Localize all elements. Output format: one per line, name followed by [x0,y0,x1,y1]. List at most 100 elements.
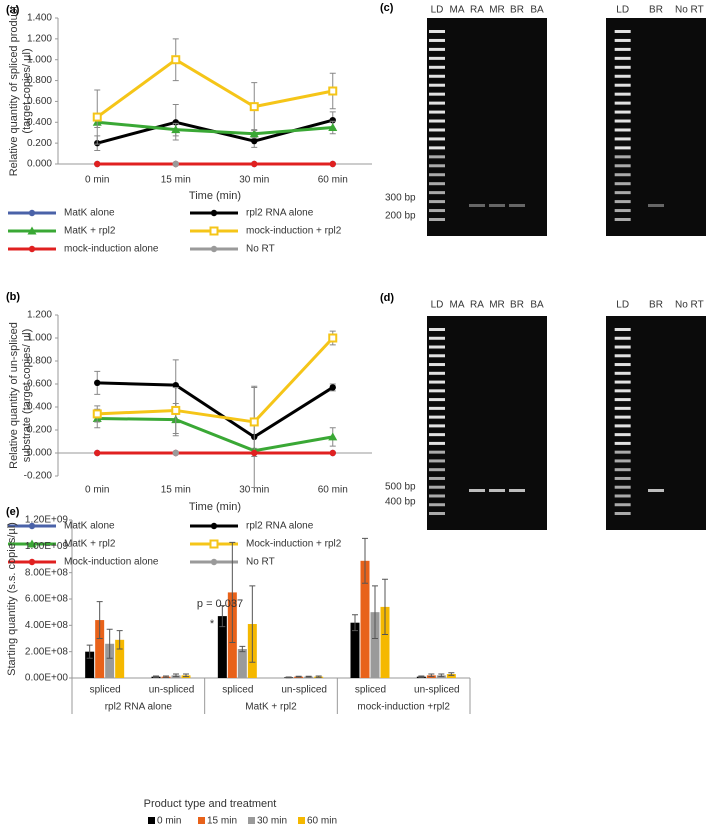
y-axis-label-line: (target copies/ µl) [21,48,33,133]
y-tick-label: 0.800 [27,356,52,367]
ladder-band [429,389,445,393]
ladder-band [429,415,445,419]
legend-swatch [248,817,255,824]
ladder-band [614,191,631,195]
ladder-band [429,191,445,195]
error-bar [428,673,435,678]
ladder-band [429,424,445,428]
ladder-band [429,65,445,69]
legend-label: 60 min [307,816,337,827]
legend-marker [28,245,36,253]
y-axis-label-line: Relative quantity of spliced product [8,6,20,177]
point [171,55,181,65]
bar [85,651,95,678]
ladder-band [614,389,631,393]
legend-label: mock-induction alone [64,244,159,255]
gel-image [606,316,706,530]
legend-label: 30 min [257,816,287,827]
error-bar [183,673,189,678]
x-tick-label: 15 min [161,175,191,186]
ladder-band [614,56,631,60]
ladder-band [614,512,631,515]
lane-label: MR [489,300,505,311]
ladder-band [614,450,631,454]
ladder-band [429,363,445,367]
ladder-band [429,155,445,159]
legend-label: rpl2 RNA alone [246,208,314,219]
x-tick-label: 30 min [239,485,269,496]
gel-image [606,18,706,236]
lane-label: BR [649,5,663,16]
series-line [96,57,334,119]
point [94,449,101,457]
ladder-band [614,92,631,96]
sample-band [509,489,525,492]
ladder-band [614,468,631,472]
error-bar [173,673,179,678]
point [172,119,179,126]
legend-swatch [298,817,305,824]
ladder-band [429,468,445,472]
x-tick-label: spliced [355,685,386,696]
legend-marker [209,226,219,236]
ladder-band [614,146,631,150]
ladder-band [429,128,445,132]
x-axis-label: Product type and treatment [144,798,277,810]
sample-band [648,489,664,492]
ladder-band [614,128,631,132]
legend-marker [27,539,37,548]
gel-image [427,18,547,236]
ladder-band [614,415,631,419]
point [251,160,258,168]
ladder-band [614,354,631,358]
lane-label: LD [616,5,629,16]
error-bar [116,630,123,650]
ladder-band [614,485,631,489]
series-line [97,336,334,424]
y-axis-label-line: substrate (target copies/ µl) [21,329,33,463]
lane-label: BA [530,5,544,16]
point [328,333,338,343]
panel-label: (c) [380,2,394,14]
panel-label: (b) [6,291,20,303]
ladder-band [429,110,445,114]
ladder-band [429,209,445,213]
y-axis-label: Relative quantity of un-splicedsubstrate… [8,322,33,469]
legend-label: Mock-induction alone [64,557,159,568]
ladder-band [614,398,631,402]
ladder-band [429,173,445,177]
y-tick-label: 0.800 [27,75,52,86]
point [172,449,179,457]
ladder-band [614,406,631,410]
ladder-band [429,200,445,204]
x-axis-label: Time (min) [189,190,241,202]
lane-label: BR [510,300,524,311]
x-tick-label: 60 min [318,485,348,496]
legend-marker [210,245,218,253]
x-tick-label: un-spliced [281,685,327,696]
ladder-band [614,65,631,69]
size-marker: 300 bp [385,193,416,204]
legend-label: mock-induction + rpl2 [246,226,342,237]
y-tick-label: 1.000 [27,54,52,65]
lane-label: MR [489,5,505,16]
x-tick-label: 15 min [161,485,191,496]
lane-label: LD [431,300,444,311]
legend-label: rpl2 RNA alone [246,521,314,532]
legend-swatch [148,817,155,824]
lane-label: RA [470,5,484,16]
legend-marker [28,522,36,530]
error-bar [315,675,322,678]
error-bar [382,578,388,636]
ladder-band [614,119,631,123]
legend-label: MatK + rpl2 [64,539,116,550]
legend-marker [209,539,219,549]
x-tick-label: un-spliced [414,685,460,696]
point [251,137,258,145]
ladder-band [429,503,445,507]
bar [360,560,370,678]
point [329,117,336,124]
y-tick-label: 0.600 [27,379,52,390]
ladder-band [429,380,445,384]
